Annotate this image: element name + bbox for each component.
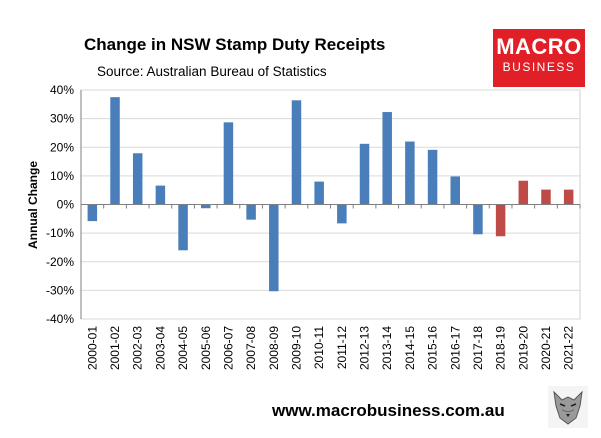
bar bbox=[518, 180, 529, 205]
x-tick-label: 2008-09 bbox=[267, 326, 281, 370]
y-tick-label: 20% bbox=[50, 140, 74, 154]
x-tick-label: 2016-17 bbox=[448, 326, 462, 370]
y-tick-label: -40% bbox=[46, 312, 74, 326]
x-tick-label: 2006-07 bbox=[221, 326, 235, 370]
x-tick-label: 2012-13 bbox=[358, 326, 372, 370]
y-tick-label: 30% bbox=[50, 112, 74, 126]
bar bbox=[269, 204, 279, 292]
bar bbox=[541, 189, 551, 205]
bar bbox=[132, 153, 143, 205]
bar bbox=[291, 100, 302, 205]
x-tick-label: 2015-16 bbox=[426, 326, 440, 370]
bar bbox=[178, 204, 188, 251]
bar bbox=[314, 181, 324, 205]
bar bbox=[382, 112, 392, 205]
x-tick-label: 2019-20 bbox=[516, 326, 530, 370]
wolf-mascot-icon bbox=[548, 386, 588, 428]
axes bbox=[80, 90, 581, 319]
x-tick-label: 2013-14 bbox=[380, 326, 394, 370]
x-tick-label: 2020-21 bbox=[539, 326, 553, 370]
chart-source: Source: Australian Bureau of Statistics bbox=[97, 64, 327, 79]
bar bbox=[337, 204, 347, 224]
bar bbox=[110, 97, 120, 205]
x-tick-label: 2007-08 bbox=[244, 326, 258, 370]
bars bbox=[87, 97, 574, 292]
tick-labels: 40% 30% 20% 10% 0% -10% -20% -30% -40% 2000-01 200… bbox=[46, 83, 576, 370]
x-tick-label: 2003-04 bbox=[153, 326, 167, 370]
y-tick-label: 40% bbox=[50, 83, 74, 97]
x-tick-label: 2017-18 bbox=[471, 326, 485, 370]
bar bbox=[155, 185, 166, 205]
bar bbox=[246, 204, 256, 220]
x-tick-label: 2000-01 bbox=[85, 326, 99, 370]
x-tick-label: 2002-03 bbox=[131, 326, 145, 370]
x-tick-label: 2004-05 bbox=[176, 326, 190, 370]
x-tick-label: 2005-06 bbox=[199, 326, 213, 370]
y-tick-label: 0% bbox=[57, 198, 75, 212]
x-tick-label: 2014-15 bbox=[403, 326, 417, 370]
bar bbox=[427, 149, 438, 205]
y-tick-label: -10% bbox=[46, 226, 74, 240]
chart-title: Change in NSW Stamp Duty Receipts bbox=[84, 35, 386, 54]
bar bbox=[473, 204, 483, 235]
x-tick-label: 2009-10 bbox=[289, 326, 303, 370]
bar bbox=[359, 143, 370, 205]
bar bbox=[450, 176, 460, 205]
x-tick-label: 2010-11 bbox=[312, 326, 326, 369]
bar bbox=[495, 204, 506, 237]
y-tick-label: -30% bbox=[46, 283, 74, 297]
bar bbox=[87, 204, 98, 222]
x-tick-label: 2001-02 bbox=[108, 326, 122, 370]
y-tick-label: -20% bbox=[46, 255, 74, 269]
y-axis-title: Annual Change bbox=[26, 161, 40, 249]
footer-url: www.macrobusiness.com.au bbox=[272, 401, 505, 420]
bar bbox=[223, 122, 234, 205]
x-tick-label: 2021-22 bbox=[562, 326, 576, 370]
y-tick-label: 10% bbox=[50, 169, 74, 183]
x-tick-label: 2018-19 bbox=[494, 326, 508, 370]
bar bbox=[563, 189, 574, 205]
bar bbox=[405, 141, 415, 205]
macrobusiness-logo: MACRO BUSINESS bbox=[493, 29, 585, 87]
logo-line-1: MACRO bbox=[496, 34, 582, 59]
logo-line-2: BUSINESS bbox=[502, 60, 576, 74]
bar bbox=[201, 204, 211, 209]
x-tick-label: 2011-12 bbox=[335, 326, 349, 369]
